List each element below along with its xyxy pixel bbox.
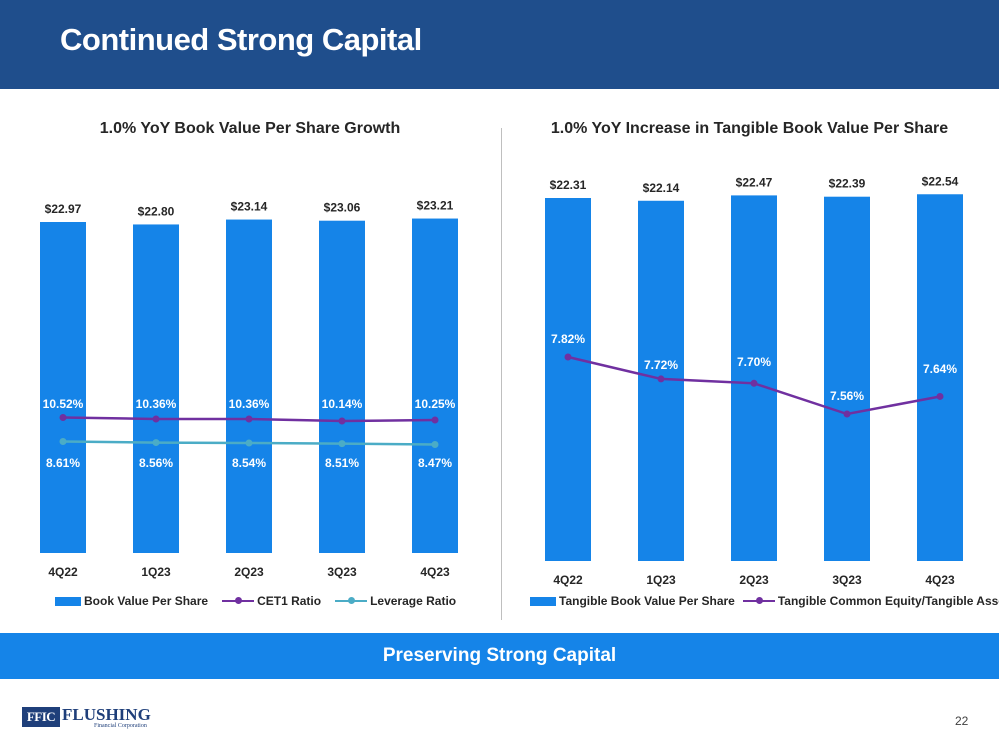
- cet1-ratio-point: [152, 415, 160, 423]
- leverage-ratio-point: [245, 439, 253, 447]
- tce-ratio-label: 7.64%: [923, 362, 957, 376]
- leverage-ratio-point: [152, 439, 160, 447]
- left-chart: $22.97 4Q22 $22.80 1Q23 $23.14 2Q23 $23.06 3Q23…: [40, 199, 458, 579]
- x-tick-label: 1Q23: [141, 565, 171, 579]
- cet1-ratio-label: 10.36%: [229, 397, 270, 411]
- leverage-ratio-label: 8.54%: [232, 456, 266, 470]
- bar: [319, 220, 365, 553]
- legend-swatch-bar: [530, 596, 556, 606]
- tce-ratio-point: [564, 353, 572, 361]
- bar-value-label: $22.31: [550, 178, 587, 192]
- leverage-ratio-label: 8.47%: [418, 456, 452, 470]
- bar: [731, 195, 777, 562]
- tce-ratio-label: 7.56%: [830, 389, 864, 403]
- cet1-ratio-point: [338, 417, 346, 425]
- legend-item-book-value: Book Value Per Share: [55, 594, 208, 608]
- leverage-ratio-label: 8.56%: [139, 456, 173, 470]
- legend-label: Book Value Per Share: [84, 594, 209, 608]
- banner-text: Preserving Strong Capital: [382, 645, 617, 666]
- right-chart: $22.31 4Q22 $22.14 1Q23 $22.47 2Q23 $22.39 3Q23…: [545, 174, 963, 587]
- tce-ratio-point: [657, 375, 665, 383]
- left-chart-legend: Book Value Per Share CET1 Ratio Leverage…: [55, 594, 470, 608]
- legend-item-leverage: Leverage Ratio: [335, 594, 456, 608]
- right-chart-legend: Tangible Book Value Per Share Tangible C…: [530, 594, 999, 608]
- legend-swatch-line: [742, 597, 775, 604]
- right-chart-title: 1.0% YoY Increase in Tangible Book Value…: [550, 120, 949, 137]
- legend-swatch-line: [222, 597, 255, 604]
- banner: Preserving Strong Capital: [0, 633, 999, 679]
- bar-value-label: $22.97: [45, 202, 82, 216]
- logo-subtitle: Financial Corporation: [94, 723, 147, 729]
- legend-label: CET1 Ratio: [257, 594, 322, 608]
- leverage-ratio-point: [59, 438, 67, 445]
- legend-label: Leverage Ratio: [370, 594, 457, 608]
- x-tick-label: 4Q22: [553, 573, 583, 587]
- leverage-ratio-point: [338, 440, 346, 448]
- x-tick-label: 3Q23: [832, 573, 862, 587]
- bar-value-label: $22.80: [138, 204, 175, 218]
- bar: [133, 224, 179, 554]
- bar-value-label: $22.39: [829, 177, 866, 191]
- cet1-ratio-label: 10.14%: [322, 397, 363, 411]
- legend-item-tce-ratio: Tangible Common Equity/Tangible Assets: [742, 594, 999, 608]
- cet1-ratio-point: [431, 416, 439, 424]
- chart-divider: [501, 128, 502, 620]
- bar: [412, 218, 458, 554]
- cet1-ratio-label: 10.36%: [136, 397, 177, 411]
- legend-item-tangible-book-value: Tangible Book Value Per Share: [530, 594, 735, 608]
- leverage-ratio-label: 8.51%: [325, 456, 359, 470]
- x-tick-label: 4Q22: [48, 565, 78, 579]
- x-tick-label: 4Q23: [420, 565, 450, 579]
- legend-label: Tangible Common Equity/Tangible Assets: [777, 594, 999, 608]
- x-tick-label: 2Q23: [739, 573, 769, 587]
- bar-value-label: $23.06: [324, 201, 361, 215]
- x-tick-label: 4Q23: [925, 573, 955, 587]
- x-tick-label: 2Q23: [234, 565, 264, 579]
- logo-name: FLUSHING: [62, 705, 151, 724]
- leverage-ratio-label: 8.61%: [46, 456, 80, 470]
- tce-ratio-point: [843, 410, 851, 418]
- legend-label: Tangible Book Value Per Share: [559, 594, 735, 608]
- x-tick-label: 3Q23: [327, 565, 357, 579]
- bar: [40, 222, 86, 553]
- legend-swatch-bar: [55, 596, 81, 606]
- bar-value-label: $22.14: [643, 181, 680, 195]
- bar: [917, 194, 963, 561]
- x-tick-label: 1Q23: [646, 573, 676, 587]
- leverage-ratio-point: [431, 441, 439, 448]
- cet1-ratio-label: 10.25%: [415, 397, 456, 411]
- cet1-ratio-label: 10.52%: [43, 397, 84, 411]
- bar-value-label: $23.14: [231, 200, 268, 214]
- header-bar: Continued Strong Capital: [0, 0, 999, 89]
- legend-swatch-line: [335, 597, 368, 604]
- left-chart-title: 1.0% YoY Book Value Per Share Growth: [99, 120, 401, 137]
- tce-ratio-label: 7.70%: [737, 355, 771, 369]
- bar-value-label: $23.21: [417, 199, 454, 213]
- logo-mark: FFIC: [22, 707, 60, 727]
- cet1-ratio-point: [245, 415, 253, 423]
- tce-ratio-label: 7.82%: [551, 332, 585, 346]
- tce-ratio-point: [936, 392, 944, 400]
- bar: [824, 196, 870, 561]
- page-number: 22: [955, 714, 969, 728]
- tce-ratio-point: [750, 379, 758, 387]
- bar: [226, 219, 272, 553]
- page-title: Continued Strong Capital: [60, 22, 422, 57]
- cet1-ratio-point: [59, 414, 67, 421]
- bar: [545, 198, 591, 561]
- tce-ratio-label: 7.72%: [644, 358, 678, 372]
- bar-value-label: $22.47: [736, 175, 773, 189]
- legend-item-cet1: CET1 Ratio: [222, 594, 321, 608]
- bar-value-label: $22.54: [922, 174, 959, 188]
